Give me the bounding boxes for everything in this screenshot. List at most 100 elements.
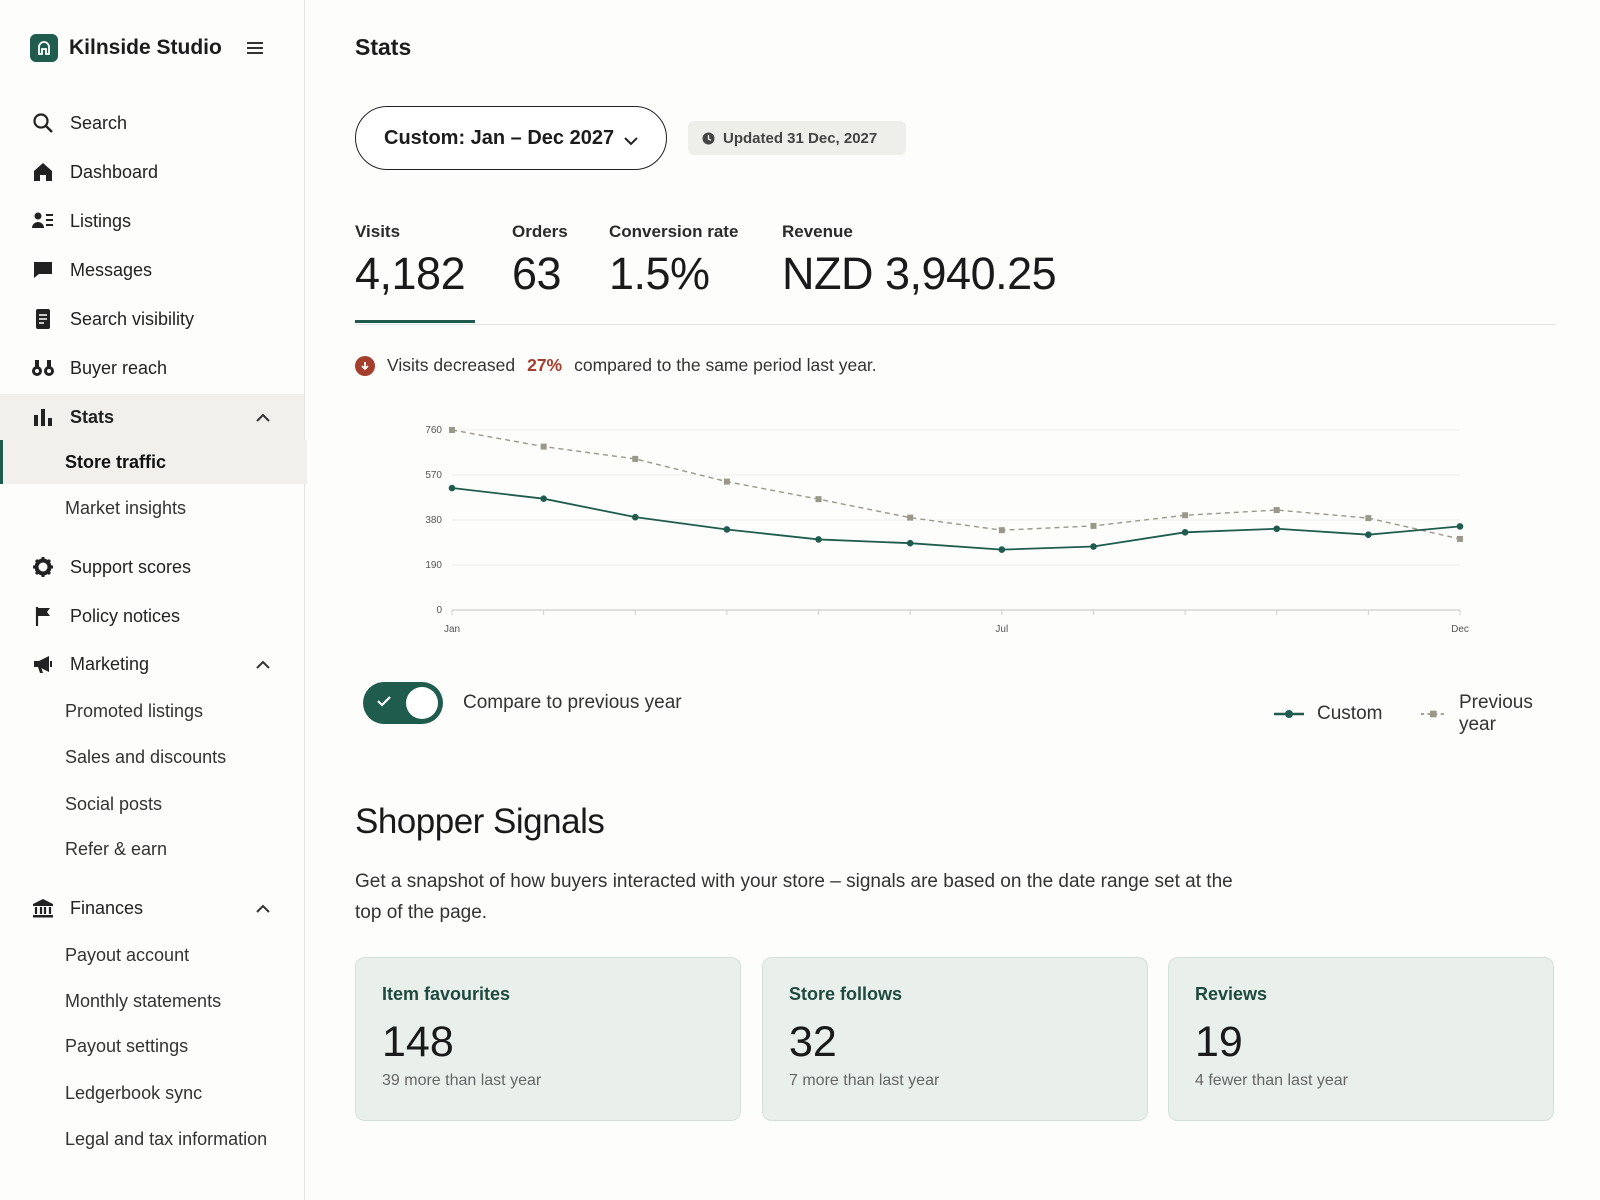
- sidebar-item-search-visibility[interactable]: Search visibility: [0, 296, 304, 342]
- metric-visits[interactable]: Visits 4,182: [355, 222, 476, 323]
- sidebar-subitem-label: Sales and discounts: [65, 746, 227, 767]
- data-point-previous-year: [907, 514, 914, 521]
- metric-value: NZD 3,940.25: [782, 248, 1057, 299]
- metric-label: Visits: [355, 222, 401, 241]
- menu-icon[interactable]: [245, 40, 265, 61]
- data-point-custom: [815, 536, 822, 543]
- data-point-previous-year: [632, 455, 639, 462]
- visits-line-chart: 0 190 380 570 760 Jan Jul Dec: [425, 425, 1469, 635]
- legend-label: Custom: [1317, 703, 1383, 724]
- data-point-custom: [906, 539, 914, 547]
- data-point-custom: [1365, 531, 1372, 538]
- metric-value: 63: [512, 248, 562, 299]
- sidebar-item-label: Policy notices: [70, 605, 181, 626]
- legend-item-previous-year: Previous year: [1420, 692, 1555, 736]
- sidebar-subitem-payout-account[interactable]: Payout account: [0, 933, 304, 977]
- data-point-previous-year: [998, 527, 1005, 534]
- chevron-up-icon[interactable]: [256, 410, 270, 428]
- sidebar-subitem-store-traffic[interactable]: Store traffic: [0, 440, 307, 484]
- clock-icon: [702, 132, 715, 150]
- data-point-custom: [448, 484, 456, 492]
- toggle-knob: [406, 687, 438, 719]
- legend-item-custom: Custom: [1273, 703, 1382, 725]
- data-point-previous-year: [1365, 515, 1372, 522]
- check-icon: [376, 694, 392, 713]
- y-tick-label: 0: [436, 605, 442, 616]
- bar-chart-icon: [31, 405, 55, 429]
- signal-card-store-follows: Store follows 32 7 more than last year: [762, 957, 1148, 1121]
- sidebar-subitem-payout-settings[interactable]: Payout settings: [0, 1024, 304, 1068]
- store-logo-icon: [30, 34, 58, 62]
- x-tick-label: Dec: [1451, 624, 1469, 635]
- sidebar-item-stats[interactable]: Stats: [0, 394, 304, 440]
- card-title: Item favourites: [382, 984, 511, 1004]
- metric-revenue[interactable]: Revenue NZD 3,940.25: [782, 222, 1057, 300]
- sidebar-subitem-refer-and-earn[interactable]: Refer & earn: [0, 827, 304, 871]
- visits-insight: Visits decreased 27% compared to the sam…: [355, 355, 877, 376]
- card-value: 32: [789, 1018, 837, 1066]
- sidebar-item-listings[interactable]: Listings: [0, 198, 304, 244]
- sidebar-subitem-promoted-listings[interactable]: Promoted listings: [0, 689, 304, 733]
- data-point-previous-year: [1457, 535, 1463, 542]
- card-value: 148: [382, 1018, 454, 1066]
- insight-prefix: Visits decreased: [387, 355, 516, 375]
- signal-card-reviews: Reviews 19 4 fewer than last year: [1168, 957, 1554, 1121]
- signal-card-item-favourites: Item favourites 148 39 more than last ye…: [355, 957, 741, 1121]
- x-tick-label: Jan: [444, 624, 460, 635]
- sidebar-subitem-legal-and-tax[interactable]: Legal and tax information: [0, 1117, 304, 1161]
- sidebar-item-label: Support scores: [70, 556, 192, 577]
- sidebar-subitem-monthly-statements[interactable]: Monthly statements: [0, 979, 304, 1023]
- y-tick-label: 570: [425, 470, 442, 481]
- data-point-previous-year: [1273, 507, 1280, 514]
- data-point-custom: [540, 495, 547, 502]
- sidebar-item-dashboard[interactable]: Dashboard: [0, 149, 304, 195]
- data-point-previous-year: [723, 478, 730, 485]
- metric-label: Revenue: [782, 222, 853, 241]
- sidebar-subitem-label: Monthly statements: [65, 990, 222, 1011]
- chevron-up-icon[interactable]: [256, 901, 270, 919]
- metric-conversion-rate[interactable]: Conversion rate 1.5%: [609, 222, 738, 300]
- data-point-previous-year: [449, 427, 455, 433]
- card-subtitle: 4 fewer than last year: [1195, 1072, 1348, 1089]
- sidebar-item-search[interactable]: Search: [0, 100, 304, 146]
- sidebar-subitem-label: Ledgerbook sync: [65, 1082, 203, 1103]
- sidebar-item-policy-notices[interactable]: Policy notices: [0, 593, 304, 639]
- document-icon: [31, 307, 55, 331]
- metric-orders[interactable]: Orders 63: [512, 222, 568, 300]
- sidebar-item-support-scores[interactable]: Support scores: [0, 544, 304, 590]
- sidebar-item-marketing[interactable]: Marketing: [0, 641, 304, 687]
- series-line-custom: [451, 487, 1461, 551]
- legend-swatch-custom: [1274, 710, 1304, 718]
- sidebar-item-label: Buyer reach: [70, 357, 168, 378]
- data-point-custom: [998, 546, 1006, 553]
- updated-text: Updated 31 Dec, 2027: [723, 129, 878, 147]
- chevron-down-icon: [624, 133, 638, 151]
- sidebar-subitem-ledgerbook-sync[interactable]: Ledgerbook sync: [0, 1071, 304, 1115]
- legend-swatch-previous: [1421, 710, 1447, 718]
- compare-toggle[interactable]: [363, 682, 443, 724]
- sidebar-item-label: Marketing: [70, 653, 150, 674]
- sidebar-subitem-sales-and-discounts[interactable]: Sales and discounts: [0, 735, 304, 779]
- card-value: 19: [1195, 1018, 1243, 1066]
- sidebar-item-buyer-reach[interactable]: Buyer reach: [0, 345, 304, 391]
- date-range-select[interactable]: Custom: Jan – Dec 2027: [355, 106, 667, 170]
- sidebar-item-label: Finances: [70, 897, 144, 918]
- card-subtitle: 7 more than last year: [789, 1072, 940, 1089]
- sidebar-subitem-label: Legal and tax information: [65, 1128, 268, 1149]
- x-tick-label: Jul: [995, 624, 1008, 635]
- chevron-up-icon[interactable]: [256, 657, 270, 675]
- chart-legend: Custom Previous year: [1235, 692, 1555, 736]
- data-point-previous-year: [1090, 522, 1097, 529]
- brand[interactable]: Kilnside Studio: [30, 34, 222, 62]
- sidebar-subitem-social-posts[interactable]: Social posts: [0, 782, 304, 826]
- sidebar-item-label: Dashboard: [70, 161, 159, 182]
- insight-percent: 27%: [527, 355, 563, 375]
- flag-icon: [31, 604, 55, 628]
- sidebar-item-messages[interactable]: Messages: [0, 247, 304, 293]
- card-title: Reviews: [1195, 984, 1268, 1004]
- sidebar-item-finances[interactable]: Finances: [0, 885, 304, 931]
- sidebar-subitem-label: Refer & earn: [65, 838, 168, 859]
- card-title: Store follows: [789, 984, 903, 1004]
- insight-suffix: compared to the same period last year.: [574, 355, 877, 375]
- sidebar-subitem-market-insights[interactable]: Market insights: [0, 486, 304, 530]
